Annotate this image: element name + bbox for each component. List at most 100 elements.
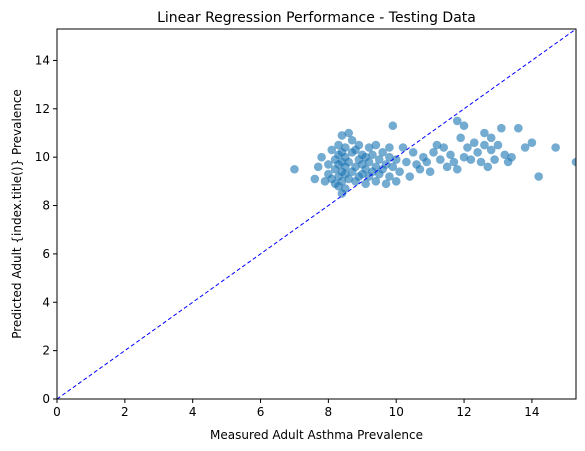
data-point xyxy=(551,143,560,152)
chart-title: Linear Regression Performance - Testing … xyxy=(157,10,476,26)
y-tick-label: 6 xyxy=(42,247,50,261)
y-tick-label: 8 xyxy=(42,199,50,213)
y-tick-label: 12 xyxy=(35,102,50,116)
data-point xyxy=(385,152,394,162)
data-point xyxy=(520,143,530,152)
data-point xyxy=(344,174,354,184)
data-point xyxy=(310,174,320,184)
data-point xyxy=(493,140,503,150)
data-point xyxy=(476,157,486,167)
data-point xyxy=(354,140,364,150)
data-point xyxy=(371,162,381,172)
data-point xyxy=(486,145,496,155)
data-point xyxy=(378,148,387,157)
data-point xyxy=(473,148,482,157)
data-point xyxy=(361,164,370,174)
data-points xyxy=(290,116,576,198)
data-point xyxy=(320,177,330,186)
data-point xyxy=(507,152,516,162)
data-point xyxy=(290,164,299,174)
data-point xyxy=(500,150,510,160)
plot-frame xyxy=(56,28,577,400)
data-point xyxy=(459,152,469,162)
y-tick-label: 10 xyxy=(35,150,50,164)
data-point xyxy=(449,157,459,167)
data-point xyxy=(422,157,432,167)
data-point xyxy=(361,179,370,189)
data-point xyxy=(391,155,401,164)
data-point xyxy=(364,157,374,167)
data-point xyxy=(514,123,523,133)
data-point xyxy=(317,152,326,162)
x-tick-label: 12 xyxy=(456,405,471,419)
data-point xyxy=(463,143,472,152)
plot-area: 0 2 4 6 8 10 12 14 0 2 4 6 8 10 12 14 xyxy=(35,28,577,419)
data-point xyxy=(469,138,479,147)
data-point xyxy=(398,143,408,152)
data-point xyxy=(456,133,465,143)
data-point xyxy=(405,172,415,181)
y-axis-label: Predicted Adult {index.title()} Prevalen… xyxy=(10,89,24,339)
data-point xyxy=(395,167,404,176)
data-point xyxy=(571,157,576,167)
data-point xyxy=(527,138,537,147)
x-tick-label: 6 xyxy=(257,405,265,419)
data-point xyxy=(313,162,323,172)
data-point xyxy=(364,143,374,152)
data-point xyxy=(327,145,337,155)
data-point xyxy=(466,155,476,164)
data-point xyxy=(534,172,543,181)
data-point xyxy=(480,140,489,150)
x-tick-label: 0 xyxy=(53,405,61,419)
x-tick-label: 4 xyxy=(189,405,197,419)
data-point xyxy=(371,140,381,150)
data-point xyxy=(381,179,391,189)
x-axis-label: Measured Adult Asthma Prevalence xyxy=(210,428,423,442)
identity-line xyxy=(57,29,576,399)
data-point xyxy=(388,121,398,131)
data-point xyxy=(490,155,499,164)
data-point xyxy=(351,162,360,172)
x-tick-label: 2 xyxy=(121,405,129,419)
data-point xyxy=(497,123,506,133)
y-tick-label: 0 xyxy=(42,392,50,406)
data-point xyxy=(425,167,435,176)
x-tick-label: 14 xyxy=(524,405,539,419)
data-point xyxy=(347,135,357,145)
data-point xyxy=(341,143,350,152)
data-point xyxy=(388,162,398,172)
y-tick-label: 14 xyxy=(35,53,50,67)
data-point xyxy=(408,148,418,157)
data-point xyxy=(483,162,493,172)
data-point xyxy=(432,140,442,150)
data-point xyxy=(341,184,350,193)
y-tick-label: 4 xyxy=(42,295,50,309)
x-tick-label: 10 xyxy=(389,405,404,419)
data-point xyxy=(374,155,384,164)
data-point xyxy=(385,143,394,152)
data-point xyxy=(402,157,411,167)
data-point xyxy=(337,177,347,186)
data-point xyxy=(459,121,469,131)
data-point xyxy=(344,128,354,138)
data-point xyxy=(385,172,394,181)
data-point xyxy=(334,140,343,150)
data-point xyxy=(486,133,496,143)
data-point xyxy=(368,150,377,160)
data-point xyxy=(442,162,452,172)
data-point xyxy=(391,177,401,186)
data-point xyxy=(337,131,347,140)
x-tick-label: 8 xyxy=(325,405,333,419)
data-point xyxy=(446,150,455,160)
data-point xyxy=(439,143,449,152)
data-point xyxy=(415,164,425,174)
y-tick-label: 2 xyxy=(42,344,50,358)
data-point xyxy=(436,155,445,164)
data-point xyxy=(452,164,462,174)
data-point xyxy=(371,177,381,186)
data-point xyxy=(429,148,438,157)
data-point xyxy=(480,128,489,138)
data-point xyxy=(324,160,333,169)
data-point xyxy=(344,157,354,167)
